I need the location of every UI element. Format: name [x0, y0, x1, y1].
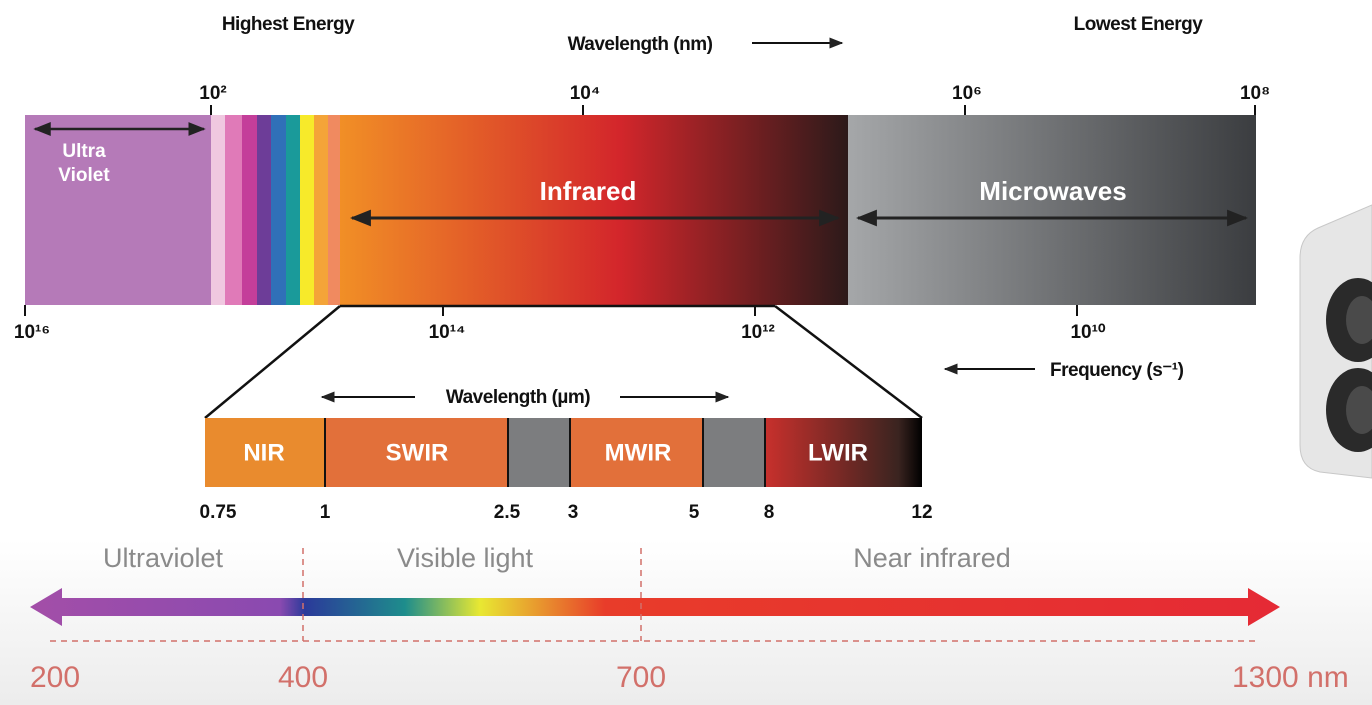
wavelength-tick: 10⁶: [952, 83, 982, 104]
wavelength-tick: 10⁴: [570, 83, 601, 104]
header-right: Lowest Energy: [1074, 14, 1204, 35]
wavelength-tick-marks: [211, 105, 1255, 115]
spectrum-bar: [25, 115, 1256, 305]
band-label: LWIR: [808, 439, 868, 466]
uv-label: Ultra: [62, 141, 106, 162]
detail-tick: 12: [911, 502, 932, 523]
light-region: Ultraviolet: [103, 543, 224, 573]
frequency-tick: 10¹⁶: [14, 322, 50, 343]
light-tick: 400: [278, 661, 328, 694]
wavelength-tick: 10²: [199, 83, 226, 104]
light-tick: 1300 nm: [1232, 661, 1349, 694]
header-center: Wavelength (nm): [568, 34, 713, 55]
light-region: Near infrared: [853, 543, 1011, 573]
light-region: Visible light: [397, 543, 534, 573]
band-label: NIR: [243, 439, 284, 466]
band-label: SWIR: [386, 439, 449, 466]
frequency-tick: 10¹⁴: [429, 322, 466, 343]
camera-image: [1300, 205, 1372, 478]
detail-tick: 1: [320, 502, 331, 523]
detail-tick: 2.5: [494, 502, 521, 523]
detail-tick: 5: [689, 502, 700, 523]
band-label: MWIR: [605, 439, 672, 466]
light-tick: 200: [30, 661, 80, 694]
detail-tick: 0.75: [200, 502, 237, 523]
detail-title: Wavelength (µm): [446, 387, 590, 408]
wavelength-tick: 10⁸: [1240, 83, 1270, 104]
detail-tick: 3: [568, 502, 579, 523]
spectrum-diagram: Highest Energy Wavelength (nm) Lowest En…: [0, 0, 1372, 705]
header-left: Highest Energy: [222, 14, 355, 35]
detail-tick: 8: [764, 502, 775, 523]
frequency-label: Frequency (s⁻¹): [1050, 360, 1184, 381]
frequency-tick: 10¹²: [741, 322, 775, 343]
light-tick: 700: [616, 661, 666, 694]
microwaves-label: Microwaves: [979, 176, 1126, 206]
infrared-label: Infrared: [540, 176, 637, 206]
uv-label: Violet: [58, 165, 110, 186]
frequency-tick: 10¹⁰: [1070, 322, 1105, 343]
